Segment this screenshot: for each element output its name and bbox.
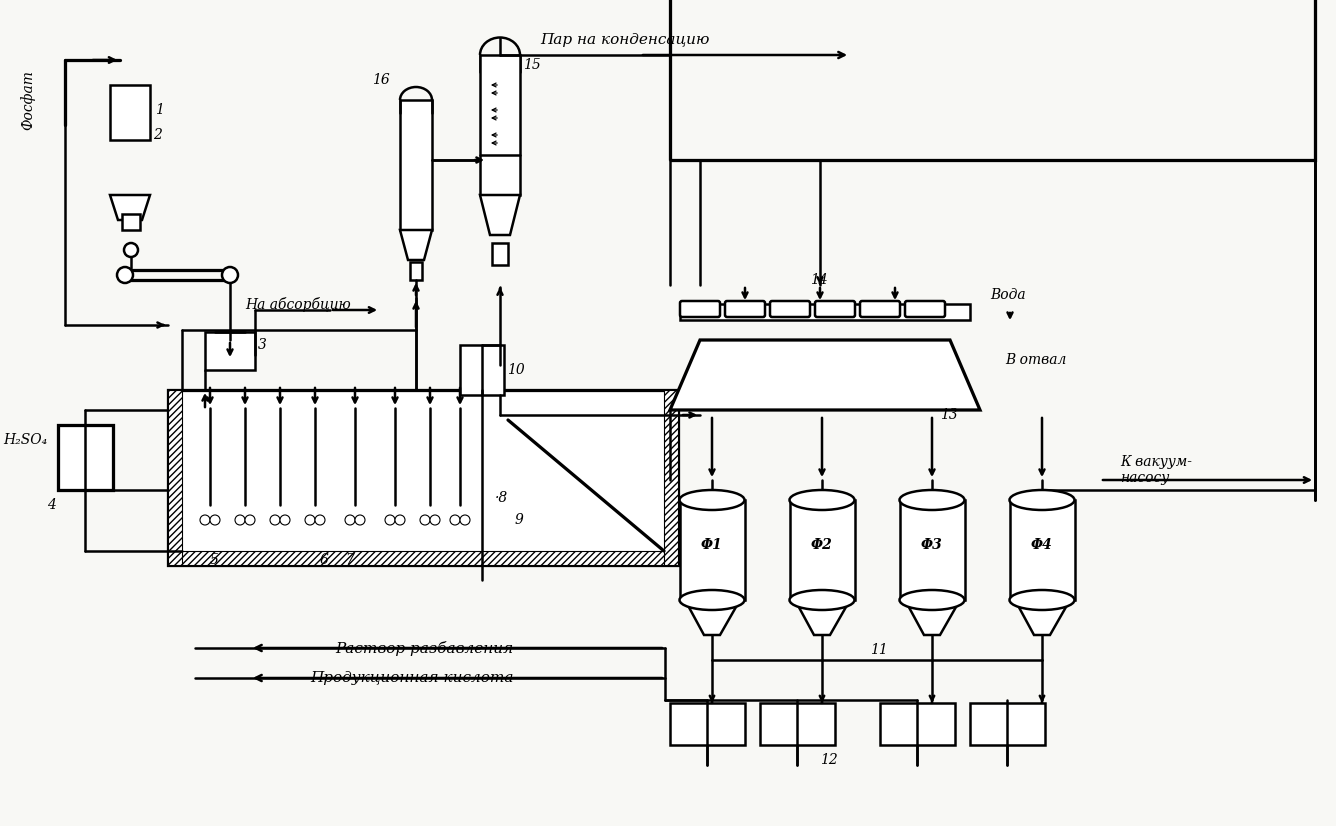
Ellipse shape — [790, 590, 855, 610]
Circle shape — [270, 515, 281, 525]
Text: Φ4: Φ4 — [1031, 538, 1053, 552]
Bar — [122, 214, 140, 230]
Ellipse shape — [1010, 490, 1074, 510]
FancyBboxPatch shape — [680, 301, 720, 317]
Text: 6: 6 — [321, 553, 329, 567]
Polygon shape — [110, 195, 150, 220]
Bar — [460, 345, 504, 395]
Circle shape — [124, 243, 138, 257]
Bar — [204, 332, 255, 370]
Bar — [57, 425, 114, 490]
Bar — [970, 703, 1045, 745]
Bar — [669, 703, 745, 745]
Text: 2: 2 — [154, 128, 162, 142]
Circle shape — [450, 515, 460, 525]
Bar — [900, 500, 965, 600]
Circle shape — [305, 515, 315, 525]
FancyBboxPatch shape — [725, 301, 766, 317]
Text: Раствор разбавления: Раствор разбавления — [335, 640, 513, 656]
Polygon shape — [480, 195, 520, 235]
Text: 1: 1 — [155, 103, 164, 117]
Text: На абсорбцию: На абсорбцию — [244, 297, 351, 312]
Text: 7: 7 — [345, 553, 354, 567]
Ellipse shape — [790, 490, 855, 510]
Circle shape — [235, 515, 244, 525]
Circle shape — [430, 515, 440, 525]
Text: 11: 11 — [870, 643, 887, 657]
Circle shape — [345, 515, 355, 525]
Text: В отвал: В отвал — [1005, 353, 1066, 367]
Circle shape — [395, 515, 405, 525]
Bar — [664, 390, 677, 565]
Text: 16: 16 — [371, 73, 390, 87]
Circle shape — [281, 515, 290, 525]
Text: 13: 13 — [941, 408, 958, 422]
Circle shape — [244, 515, 255, 525]
Text: 9: 9 — [514, 513, 524, 527]
Bar — [480, 55, 520, 195]
Circle shape — [210, 515, 220, 525]
FancyBboxPatch shape — [860, 301, 900, 317]
Text: 5: 5 — [210, 553, 219, 567]
Text: 14: 14 — [810, 273, 828, 287]
Text: Пар на конденсацию: Пар на конденсацию — [540, 33, 709, 47]
Text: К вакуум-
насосу: К вакуум- насосу — [1120, 455, 1192, 485]
Ellipse shape — [680, 490, 744, 510]
Bar — [760, 703, 835, 745]
Text: 12: 12 — [820, 753, 838, 767]
Text: 15: 15 — [522, 58, 541, 72]
Bar — [492, 243, 508, 265]
Bar — [680, 304, 970, 320]
Bar — [680, 500, 745, 600]
Text: Φ3: Φ3 — [921, 538, 943, 552]
Ellipse shape — [680, 590, 744, 610]
Text: 4: 4 — [47, 498, 56, 512]
Bar — [669, 0, 1315, 160]
Text: Фосфат: Фосфат — [20, 70, 36, 130]
Text: 3: 3 — [258, 338, 267, 352]
Circle shape — [420, 515, 430, 525]
Text: H₂SO₄: H₂SO₄ — [3, 433, 47, 447]
Circle shape — [460, 515, 470, 525]
Ellipse shape — [899, 590, 965, 610]
FancyBboxPatch shape — [770, 301, 810, 317]
Circle shape — [200, 515, 210, 525]
Text: Φ2: Φ2 — [811, 538, 832, 552]
Bar — [168, 390, 677, 565]
Circle shape — [222, 267, 238, 283]
Bar — [168, 551, 677, 565]
Circle shape — [118, 267, 134, 283]
Bar — [168, 390, 182, 565]
Bar — [110, 85, 150, 140]
Bar — [1010, 500, 1075, 600]
Text: 10: 10 — [506, 363, 525, 377]
Polygon shape — [1015, 600, 1070, 635]
Text: ·8: ·8 — [496, 491, 508, 505]
Text: Продукционная кислота: Продукционная кислота — [310, 671, 513, 685]
Circle shape — [315, 515, 325, 525]
Polygon shape — [669, 340, 981, 410]
Bar — [410, 262, 422, 280]
FancyBboxPatch shape — [904, 301, 945, 317]
Circle shape — [355, 515, 365, 525]
Circle shape — [385, 515, 395, 525]
Ellipse shape — [899, 490, 965, 510]
Polygon shape — [399, 230, 432, 260]
Text: Вода: Вода — [990, 288, 1026, 302]
Text: Φ1: Φ1 — [701, 538, 723, 552]
Bar — [880, 703, 955, 745]
Ellipse shape — [1010, 590, 1074, 610]
Bar — [790, 500, 855, 600]
Polygon shape — [685, 600, 740, 635]
FancyBboxPatch shape — [815, 301, 855, 317]
Bar — [399, 100, 432, 230]
Polygon shape — [904, 600, 961, 635]
Polygon shape — [795, 600, 850, 635]
